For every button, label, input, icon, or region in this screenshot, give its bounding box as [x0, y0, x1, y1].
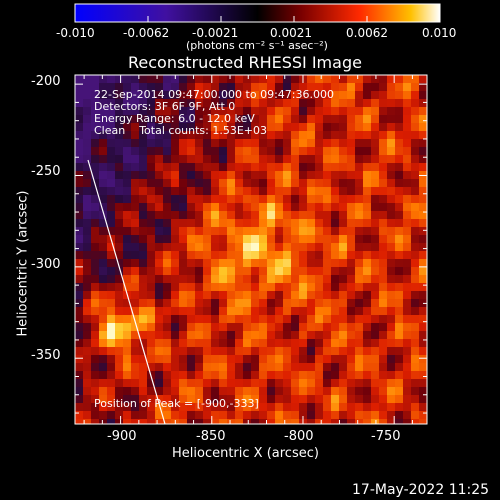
- info-line-clean: Clean Total counts: 1.53E+03: [94, 124, 268, 137]
- x-axis-label: Heliocentric X (arcsec): [172, 446, 319, 461]
- plot-frame: [74, 74, 428, 425]
- colorbar-units: (photons cm⁻² s⁻¹ asec⁻²): [186, 39, 328, 52]
- y-tick-label: -350: [31, 348, 61, 363]
- footer-timestamp: 17-May-2022 11:25: [352, 482, 490, 498]
- peak-position-label: Position of Peak = [-900,-333]: [94, 397, 259, 410]
- colorbar: [74, 3, 441, 23]
- colorbar-tick-label: -0.010: [56, 26, 95, 40]
- solar-limb-line: [87, 159, 166, 424]
- colorbar-tick-label: 0.0062: [346, 26, 388, 40]
- plot-title: Reconstructed RHESSI Image: [128, 53, 362, 72]
- info-line-time: 22-Sep-2014 09:47:00.000 to 09:47:36.000: [94, 88, 334, 101]
- colorbar-tick-label: 0.0021: [270, 26, 312, 40]
- colorbar-tick-label: -0.0062: [123, 26, 170, 40]
- info-line-energy: Energy Range: 6.0 - 12.0 keV: [94, 112, 255, 125]
- y-tick-label: -250: [31, 164, 61, 179]
- y-tick-label: -300: [31, 257, 61, 272]
- y-axis-label: Heliocentric Y (arcsec): [15, 190, 31, 337]
- info-line-detectors: Detectors: 3F 6F 9F, Att 0: [94, 100, 236, 113]
- x-tick-label: -750: [371, 429, 401, 444]
- axis-tick-marks: [75, 75, 427, 424]
- colorbar-tick-marks: [74, 16, 441, 22]
- colorbar-tick-label: -0.0021: [192, 26, 239, 40]
- x-tick-label: -800: [284, 429, 314, 444]
- colorbar-tick-label: 0.010: [422, 26, 457, 40]
- y-tick-label: -200: [31, 74, 61, 89]
- x-tick-label: -850: [196, 429, 226, 444]
- rhessi-image: [75, 75, 427, 424]
- x-tick-label: -900: [107, 429, 137, 444]
